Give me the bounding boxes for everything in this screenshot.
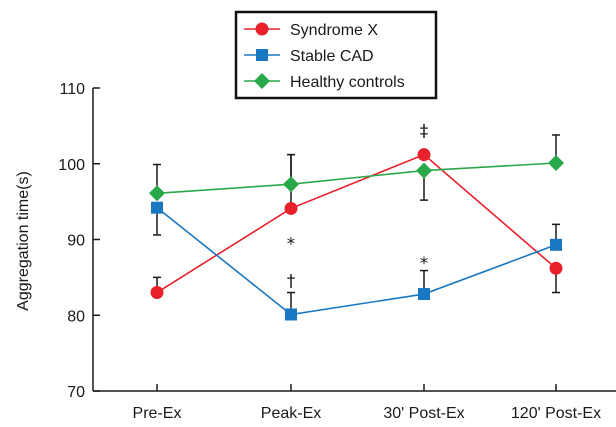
legend-marker [255,22,269,36]
data-point [283,176,299,193]
chart-axes [92,87,616,392]
x-tick-label: 120' Post-Ex [511,405,601,422]
y-axis-title: Aggregation time(s) [15,171,32,311]
data-point [285,308,297,321]
data-point [284,201,298,215]
legend-label: Healthy controls [290,74,405,91]
series-line-healthy-controls [156,162,557,195]
legend-label: Stable CAD [290,48,374,65]
y-tick-label: 70 [67,384,85,401]
data-point [150,286,164,300]
series-line-stable-cad [156,207,557,316]
annotation-mark: † [287,271,296,291]
legend-marker [254,73,270,89]
y-tick-label: 90 [67,233,85,250]
legend-marker [256,49,268,61]
series-markers [149,148,564,321]
x-tick-label: Peak-Ex [261,405,321,422]
data-point [549,261,563,275]
data-point [418,288,430,301]
series-line-syndrome-x [156,153,557,294]
annotation-mark: ‡ [420,121,429,141]
data-point [151,201,163,214]
legend: Syndrome X Stable CAD Healthy controls [234,10,438,100]
annotation-mark: * [287,234,296,254]
data-point [550,238,562,251]
y-tick-label: 80 [67,308,85,325]
data-point [149,185,165,202]
y-tick-label: 110 [59,81,85,98]
data-point [416,162,432,179]
x-tick-label: 30' Post-Ex [383,405,464,422]
error-bars [153,134,560,315]
x-tick-labels: Pre-Ex Peak-Ex 30' Post-Ex 120' Post-Ex [133,405,602,422]
annotation-mark: * [420,254,429,274]
x-tick-label: Pre-Ex [133,405,182,422]
data-point [417,148,431,162]
y-tick-label: 100 [58,157,85,174]
y-tick-labels: 70 80 90 100 110 [58,81,85,401]
series-lines [156,153,557,316]
significance-annotations: * † * ‡ [287,121,429,291]
legend-label: Syndrome X [290,22,378,39]
data-point [548,154,564,171]
